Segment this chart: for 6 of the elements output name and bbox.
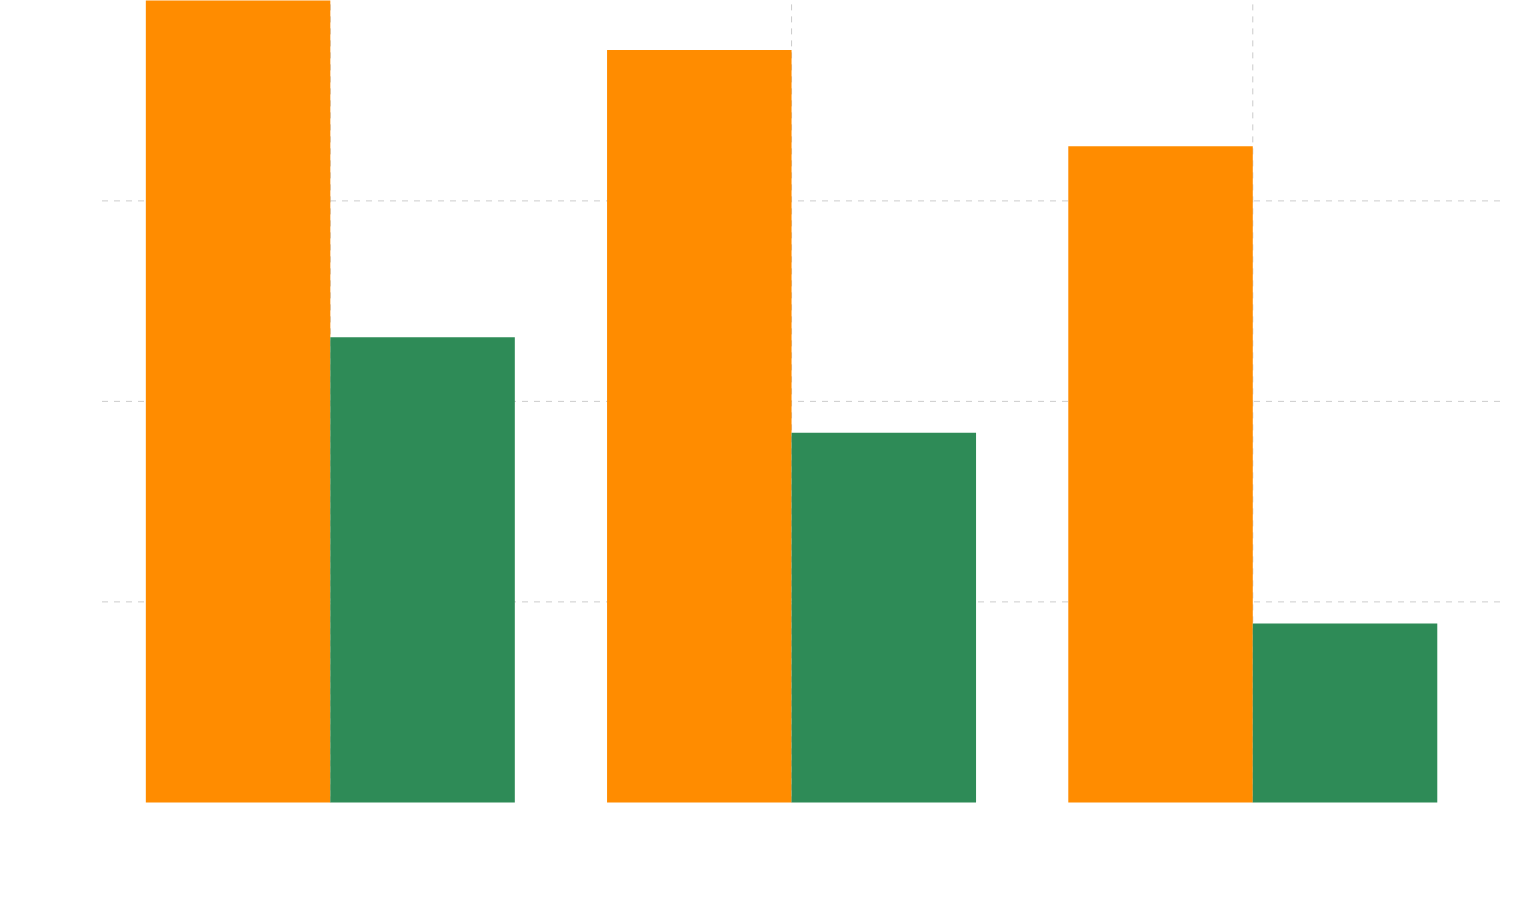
bar (791, 432, 977, 803)
bar (1068, 146, 1253, 803)
bar (1252, 623, 1438, 803)
bar (145, 0, 331, 803)
bar (607, 49, 792, 803)
bar (330, 337, 515, 803)
